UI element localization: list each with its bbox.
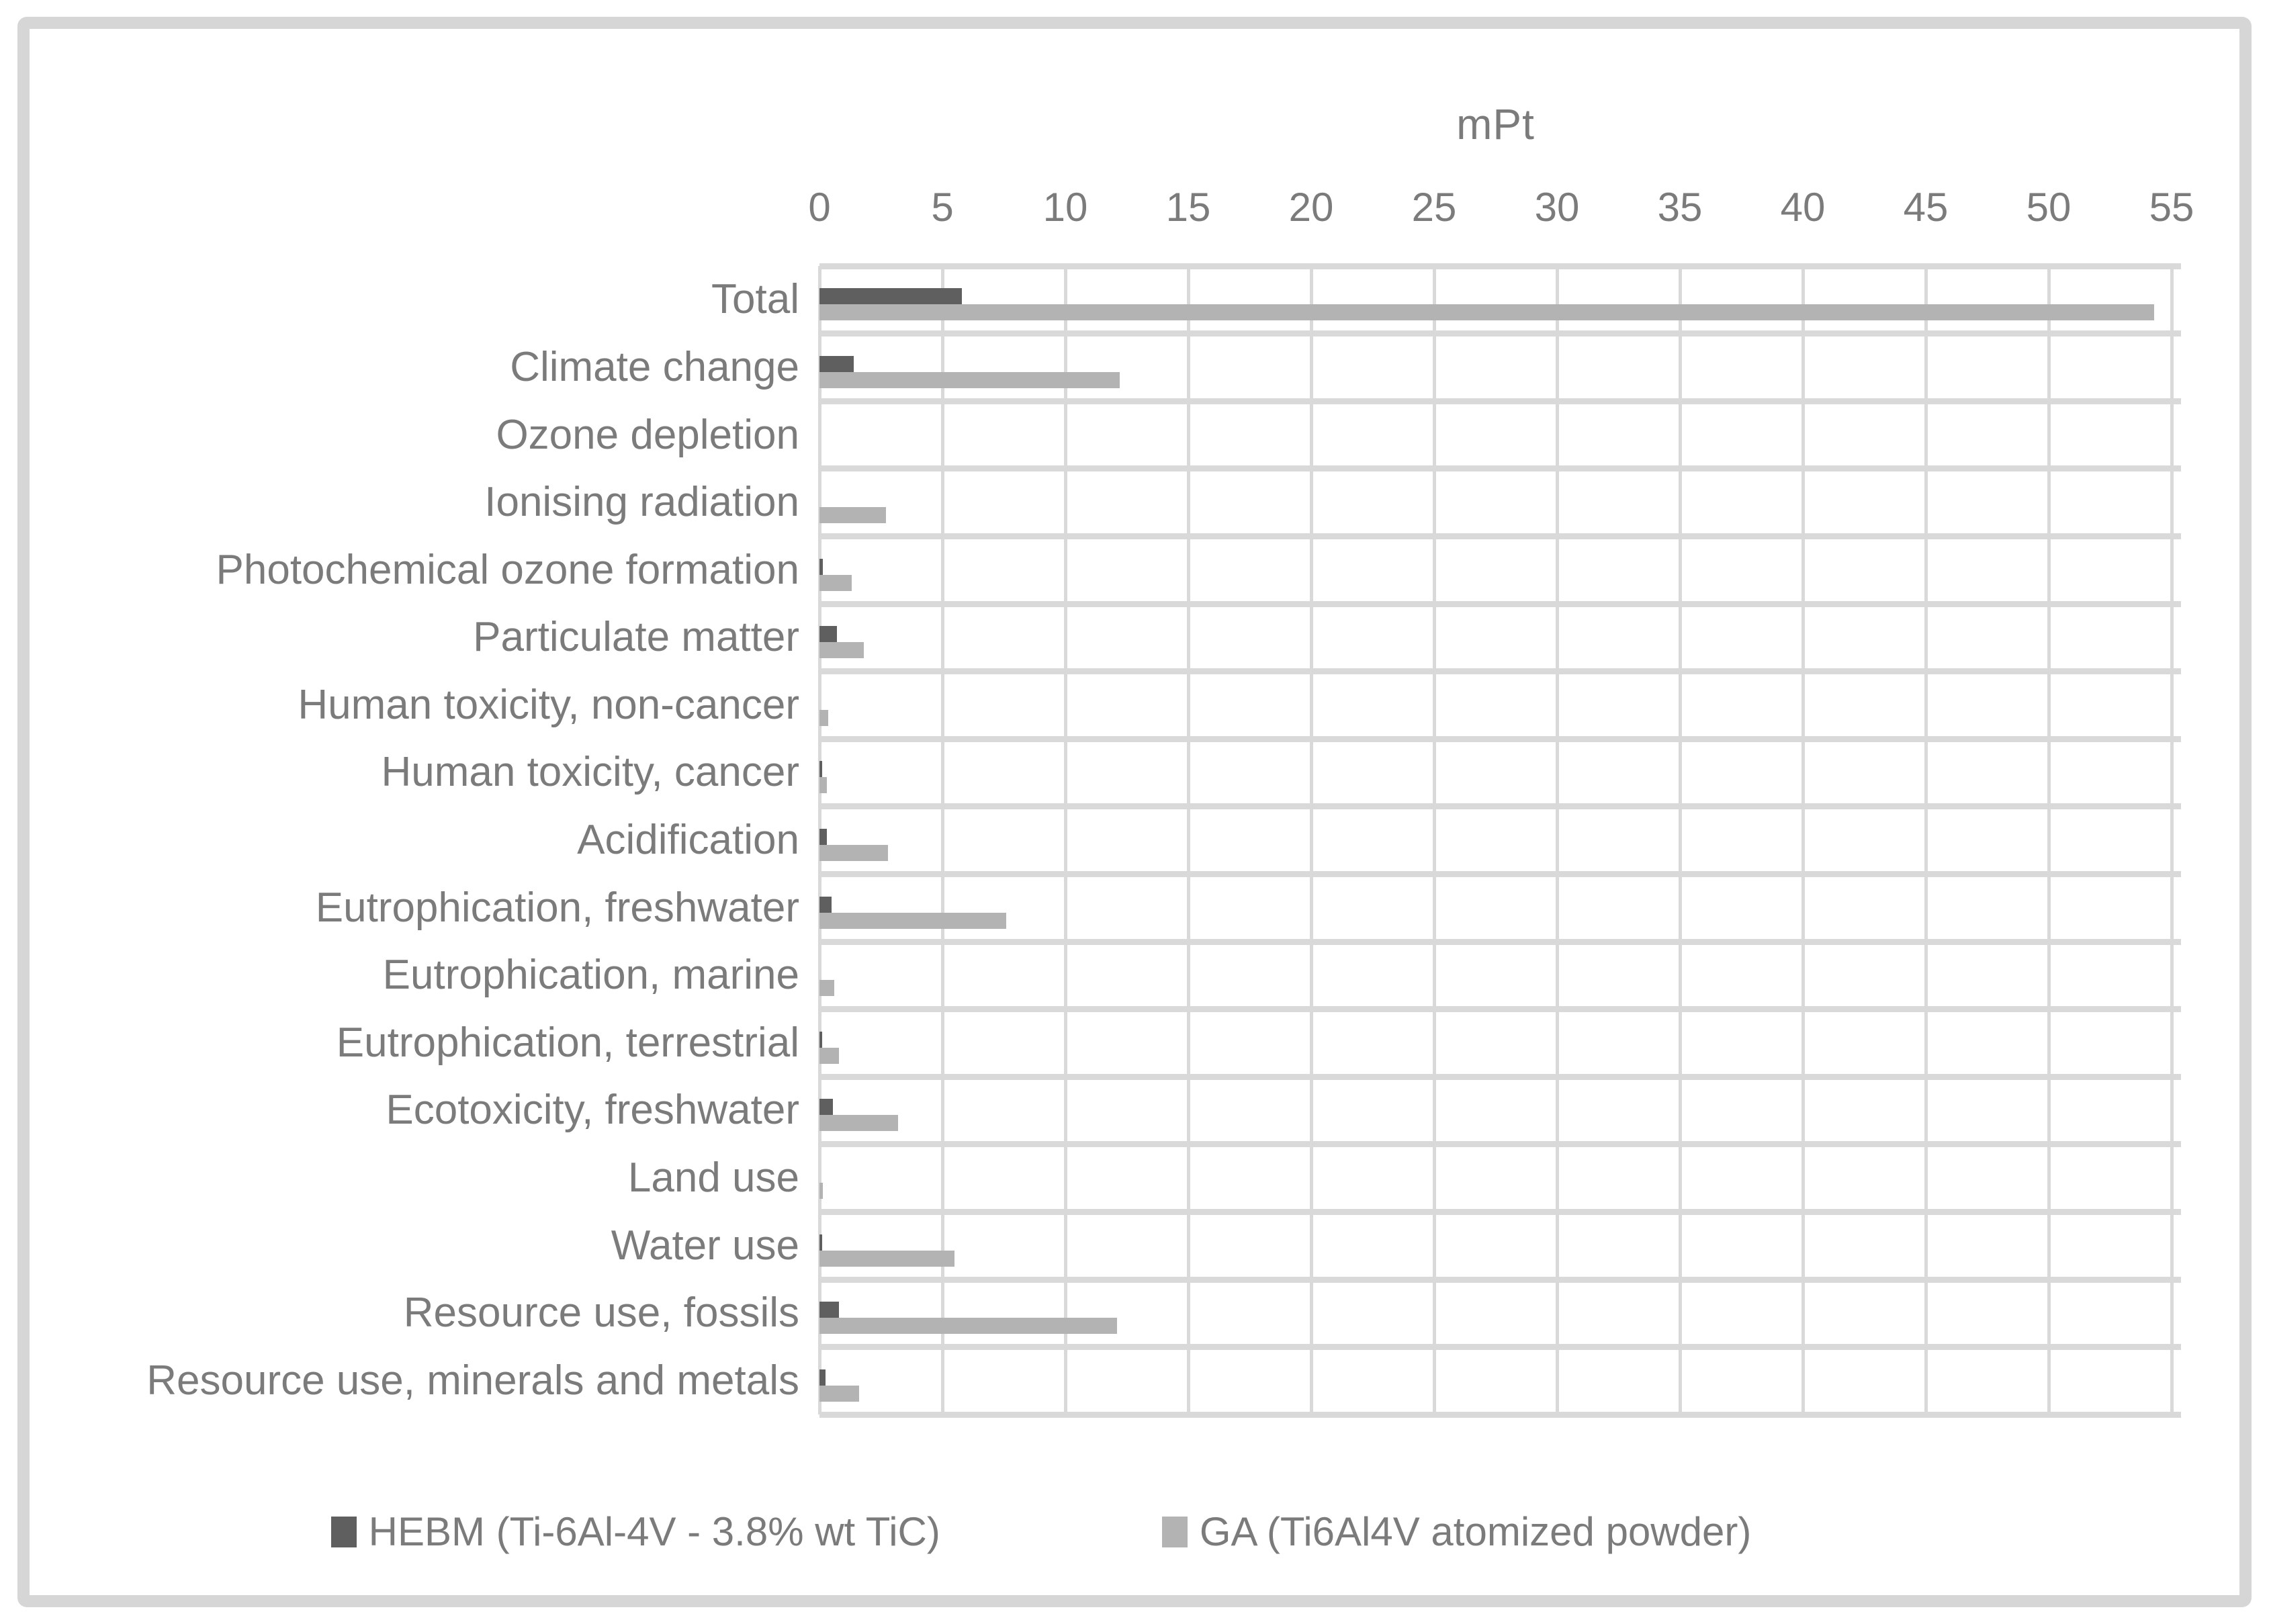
gridline-vertical xyxy=(1679,266,1682,1414)
x-axis-tick-label: 35 xyxy=(1657,185,1703,230)
category-label: Land use xyxy=(627,1155,799,1201)
bar-ga xyxy=(819,710,828,726)
plot-area xyxy=(818,263,2181,1418)
legend-swatch-icon xyxy=(330,1516,357,1547)
bar-ga xyxy=(819,913,1006,929)
bar-hebm xyxy=(819,356,854,372)
gridline-vertical xyxy=(1556,266,1559,1414)
gridline-vertical xyxy=(1310,266,1313,1414)
category-label: Resource use, minerals and metals xyxy=(146,1357,799,1404)
category-label: Ozone depletion xyxy=(496,412,799,458)
category-label: Total xyxy=(711,276,799,322)
gridline-horizontal xyxy=(819,668,2181,674)
x-axis-tick-label: 55 xyxy=(2149,185,2194,230)
gridline-vertical xyxy=(1924,266,1928,1414)
gridline-horizontal xyxy=(819,465,2181,471)
gridline-horizontal xyxy=(819,398,2181,404)
bar-ga xyxy=(819,642,864,658)
legend-item: HEBM (Ti-6Al-4V - 3.8% wt TiC) xyxy=(330,1508,940,1555)
bar-ga xyxy=(819,1386,859,1402)
category-label: Water use xyxy=(611,1222,799,1269)
x-axis-tick-label: 40 xyxy=(1780,185,1826,230)
bar-ga xyxy=(819,845,888,861)
legend-swatch-icon xyxy=(1161,1516,1188,1547)
bar-ga xyxy=(819,1115,898,1131)
gridline-horizontal xyxy=(819,263,2181,269)
category-label: Acidification xyxy=(577,817,799,863)
gridline-horizontal xyxy=(819,1412,2181,1418)
bar-hebm xyxy=(819,761,822,777)
category-label: Ecotoxicity, freshwater xyxy=(386,1087,799,1133)
category-label: Photochemical ozone formation xyxy=(216,547,799,593)
gridline-horizontal xyxy=(819,871,2181,877)
category-label: Eutrophication, marine xyxy=(382,952,799,998)
x-axis-title: mPt xyxy=(1456,100,1535,148)
x-axis-tick-label: 45 xyxy=(1903,185,1949,230)
bar-hebm xyxy=(819,1302,839,1318)
category-label: Human toxicity, cancer xyxy=(381,749,799,795)
category-label: Eutrophication, freshwater xyxy=(315,885,799,931)
gridline-horizontal xyxy=(819,533,2181,539)
gridline-horizontal xyxy=(819,1141,2181,1147)
legend-item: GA (Ti6Al4V atomized powder) xyxy=(1161,1508,1752,1555)
category-label: Climate change xyxy=(510,344,799,390)
bar-hebm xyxy=(819,829,827,845)
legend-label: GA (Ti6Al4V atomized powder) xyxy=(1199,1509,1752,1554)
gridline-horizontal xyxy=(819,1277,2181,1283)
bar-hebm xyxy=(819,288,962,304)
gridline-horizontal xyxy=(819,1344,2181,1350)
x-axis-tick-label: 5 xyxy=(931,185,954,230)
bar-hebm xyxy=(819,1099,833,1115)
category-label: Particulate matter xyxy=(473,614,799,660)
x-axis-tick-label: 15 xyxy=(1165,185,1211,230)
bar-hebm xyxy=(819,1369,826,1386)
bar-ga xyxy=(819,980,834,996)
bar-ga xyxy=(819,1048,839,1064)
gridline-vertical xyxy=(1064,266,1067,1414)
category-label: Eutrophication, terrestrial xyxy=(336,1020,799,1066)
gridline-vertical xyxy=(941,266,944,1414)
bar-ga xyxy=(819,1183,823,1199)
legend-label: HEBM (Ti-6Al-4V - 3.8% wt TiC) xyxy=(368,1509,940,1554)
x-axis-tick-label: 25 xyxy=(1411,185,1457,230)
gridline-vertical xyxy=(2170,266,2174,1414)
x-axis-tick-label: 10 xyxy=(1042,185,1088,230)
bar-ga xyxy=(819,777,827,793)
gridline-vertical xyxy=(1433,266,1436,1414)
gridline-vertical xyxy=(2047,266,2051,1414)
gridline-horizontal xyxy=(819,601,2181,607)
bar-ga xyxy=(819,304,2154,320)
bar-ga xyxy=(819,1251,954,1267)
gridline-vertical xyxy=(1801,266,1805,1414)
bar-ga xyxy=(819,507,886,523)
gridline-horizontal xyxy=(819,1006,2181,1012)
bar-hebm xyxy=(819,1234,822,1251)
category-label: Resource use, fossils xyxy=(403,1290,799,1336)
x-axis-tick-label: 30 xyxy=(1534,185,1580,230)
bar-hebm xyxy=(819,897,832,913)
x-axis-tick-label: 50 xyxy=(2026,185,2072,230)
bar-hebm xyxy=(819,1032,822,1048)
gridline-horizontal xyxy=(819,736,2181,742)
category-label: Ionising radiation xyxy=(484,479,799,525)
x-axis-tick-label: 0 xyxy=(808,185,831,230)
category-label: Human toxicity, non-cancer xyxy=(298,682,799,728)
bar-ga xyxy=(819,575,852,591)
bar-ga xyxy=(819,1318,1117,1334)
gridline-vertical xyxy=(1187,266,1190,1414)
legend: HEBM (Ti-6Al-4V - 3.8% wt TiC) GA (Ti6Al4… xyxy=(0,1508,2082,1555)
gridline-horizontal xyxy=(819,1074,2181,1080)
x-axis-tick-label: 20 xyxy=(1288,185,1334,230)
bar-hebm xyxy=(819,626,837,642)
gridline-horizontal xyxy=(819,330,2181,336)
bar-hebm xyxy=(819,559,823,575)
gridline-horizontal xyxy=(819,939,2181,945)
gridline-horizontal xyxy=(819,1209,2181,1215)
gridline-horizontal xyxy=(819,803,2181,809)
bar-ga xyxy=(819,372,1120,388)
